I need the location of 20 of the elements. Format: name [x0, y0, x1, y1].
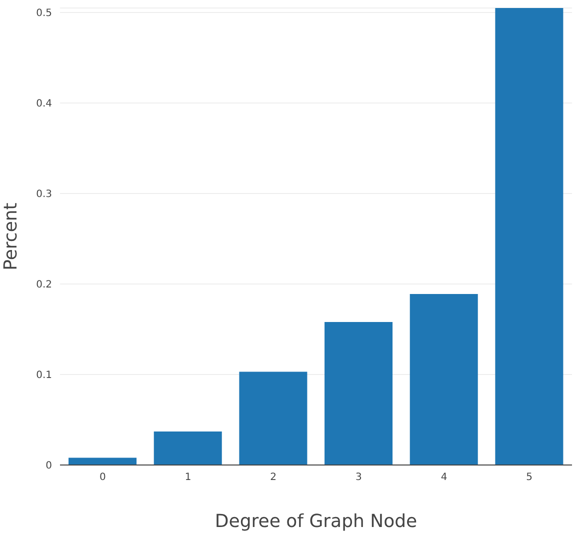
- x-tick-label: 3: [355, 472, 362, 484]
- y-tick-label: 0: [46, 460, 52, 472]
- bar: [410, 294, 478, 465]
- bar: [154, 432, 222, 465]
- x-tick-label: 2: [270, 472, 277, 484]
- bar: [68, 458, 137, 465]
- bar: [324, 322, 393, 465]
- y-tick-label: 0.2: [36, 280, 52, 291]
- y-axis-title: Percent: [0, 202, 22, 270]
- y-tick-label: 0.3: [36, 189, 52, 200]
- x-tick-label: 0: [99, 472, 106, 484]
- bar: [239, 372, 308, 465]
- x-axis-title: Degree of Graph Node: [214, 511, 418, 532]
- y-tick-label: 0.4: [36, 98, 52, 110]
- bar: [495, 8, 564, 465]
- y-tick-label: 0.1: [36, 370, 52, 382]
- x-tick-label: 1: [184, 472, 192, 484]
- x-tick-label: 5: [526, 472, 533, 484]
- x-tick-label: 4: [440, 472, 448, 484]
- y-tick-label: 0.5: [36, 8, 52, 20]
